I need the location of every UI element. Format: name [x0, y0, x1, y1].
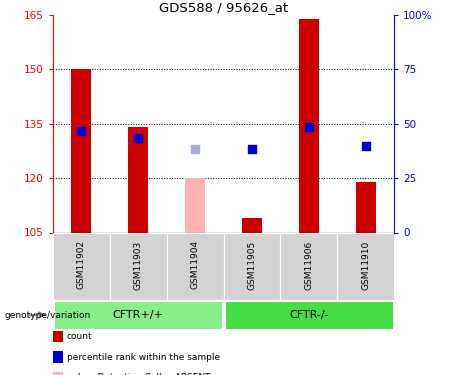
Bar	[242, 218, 262, 232]
Bar	[53, 232, 110, 300]
Bar	[225, 301, 393, 329]
Text: CFTR+/+: CFTR+/+	[113, 310, 164, 320]
Text: CFTR-/-: CFTR-/-	[289, 310, 329, 320]
Text: count: count	[67, 332, 93, 341]
Point	[135, 135, 142, 141]
Bar	[280, 232, 337, 300]
Text: genotype/variation: genotype/variation	[5, 310, 91, 320]
Text: GSM11906: GSM11906	[304, 240, 313, 290]
Point	[362, 142, 369, 148]
Point	[78, 128, 85, 134]
Bar	[185, 178, 205, 232]
Bar	[54, 301, 223, 329]
Bar	[128, 128, 148, 232]
Point	[305, 124, 313, 130]
Point	[191, 146, 199, 152]
Bar	[356, 182, 376, 232]
Text: GSM11903: GSM11903	[134, 240, 143, 290]
Text: GSM11905: GSM11905	[248, 240, 256, 290]
Title: GDS588 / 95626_at: GDS588 / 95626_at	[159, 1, 288, 14]
Point	[248, 146, 256, 152]
Text: GSM11902: GSM11902	[77, 240, 86, 290]
Text: GSM11910: GSM11910	[361, 240, 370, 290]
Bar	[224, 232, 280, 300]
Bar	[110, 232, 167, 300]
Bar	[299, 19, 319, 232]
Bar	[167, 232, 224, 300]
Bar	[337, 232, 394, 300]
Text: GSM11904: GSM11904	[191, 240, 200, 290]
Bar	[71, 69, 91, 232]
Text: value, Detection Call = ABSENT: value, Detection Call = ABSENT	[67, 373, 210, 375]
Text: percentile rank within the sample: percentile rank within the sample	[67, 352, 220, 362]
